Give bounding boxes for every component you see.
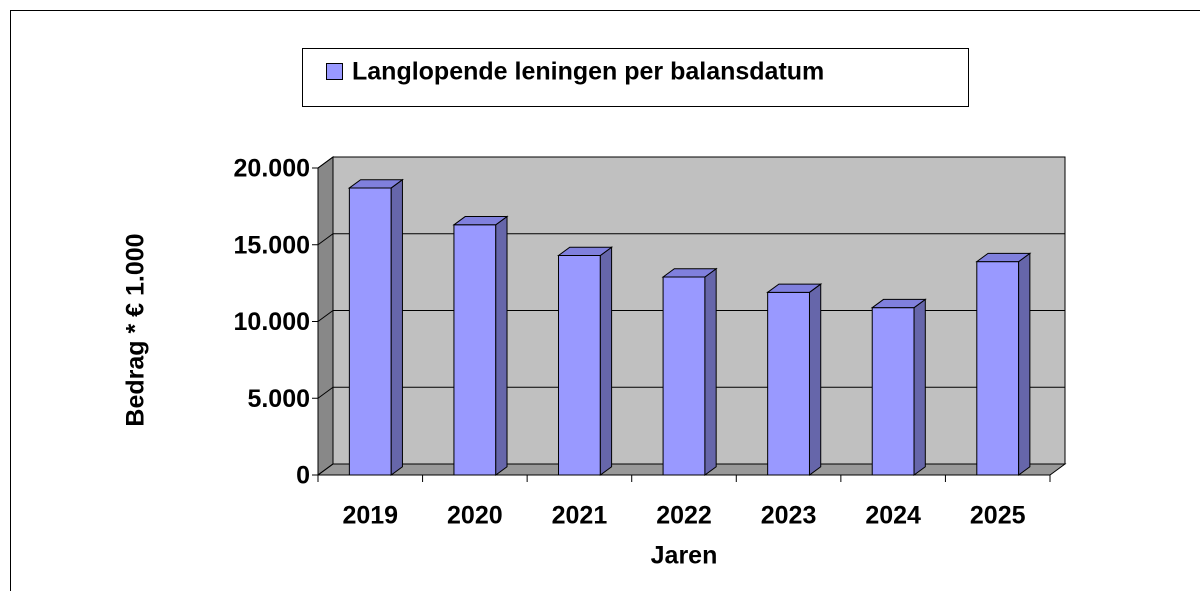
bar-side xyxy=(704,267,717,476)
x-tick-label: 2020 xyxy=(447,502,503,530)
bar xyxy=(871,307,915,476)
x-tick-label: 2023 xyxy=(761,502,817,530)
bar-side xyxy=(599,246,613,476)
bar-top xyxy=(452,216,509,226)
bar-top xyxy=(347,179,404,189)
grid-line-side xyxy=(317,156,334,169)
bar xyxy=(662,276,706,476)
bar xyxy=(453,224,497,476)
grid-line-side xyxy=(317,310,334,322)
bar-side xyxy=(913,298,926,476)
grid-line-side xyxy=(317,386,334,399)
legend xyxy=(302,48,969,107)
y-tick-label: 5.000 xyxy=(247,385,310,413)
y-tick-label: 15.000 xyxy=(234,231,310,259)
x-axis-label: Jaren xyxy=(651,542,718,570)
x-tick-label: 2022 xyxy=(656,502,712,530)
x-tick-label: 2025 xyxy=(970,502,1026,530)
bar xyxy=(348,187,392,476)
y-tick-label: 10.000 xyxy=(234,308,310,336)
grid-line-side xyxy=(317,233,334,246)
bar xyxy=(976,261,1020,476)
bar-top xyxy=(766,283,823,293)
x-tick-label: 2021 xyxy=(552,502,608,530)
bar xyxy=(767,291,810,476)
bar-top xyxy=(661,268,718,278)
bar-top xyxy=(975,252,1032,263)
bar xyxy=(558,254,601,476)
bar-top xyxy=(870,298,927,309)
y-axis-label: Bedrag * € 1.000 xyxy=(122,233,150,426)
bar-side xyxy=(390,178,403,476)
x-tick-label: 2019 xyxy=(342,502,398,530)
y-tick-label: 20.000 xyxy=(234,155,310,183)
bar-side xyxy=(1018,252,1031,476)
bar-top xyxy=(556,246,614,256)
legend-key xyxy=(326,63,343,80)
legend-label: Langlopende leningen per balansdatum xyxy=(352,58,824,86)
bar-side xyxy=(808,283,822,476)
grid-line-side xyxy=(317,463,334,476)
y-tick-label: 0 xyxy=(296,462,310,490)
x-tick-label: 2024 xyxy=(865,502,921,530)
bar-side xyxy=(495,215,508,476)
